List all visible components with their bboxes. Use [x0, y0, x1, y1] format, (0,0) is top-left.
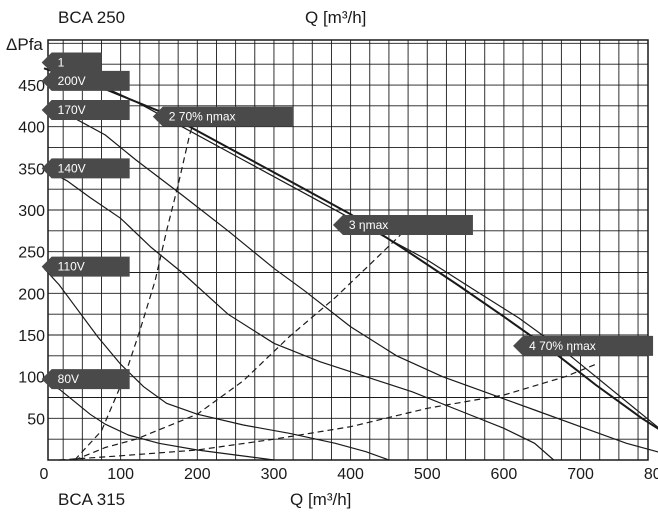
- label-tag: [513, 335, 654, 356]
- x-tick-label: 100: [107, 466, 134, 483]
- label-tag-text: 3 ηmax: [349, 218, 388, 232]
- x-tick-label: 500: [414, 466, 441, 483]
- label-tag-text: 110V: [58, 260, 85, 274]
- curve-110v: [43, 267, 390, 461]
- label-tag-text: 200V: [58, 74, 86, 88]
- x-tick-label: 0: [40, 466, 49, 483]
- curve-170v: [43, 109, 658, 453]
- x-tick-label: 800: [644, 466, 658, 483]
- y-tick-label: 350: [18, 161, 45, 178]
- chart-title-top: BCA 250: [58, 8, 125, 27]
- label-tag: [332, 215, 473, 236]
- efficiency-line-3: [74, 234, 401, 461]
- label-tag: [152, 106, 293, 127]
- y-tick-label: 50: [27, 411, 45, 428]
- curve-140v: [43, 167, 555, 461]
- label-tag: [41, 70, 130, 91]
- label-tag-text: 170V: [58, 103, 86, 117]
- y-tick-label: 300: [18, 203, 45, 220]
- y-tick-label: 150: [18, 328, 45, 345]
- x-axis-label-top: Q [m³/h]: [305, 8, 366, 27]
- label-tag-text: 1: [58, 56, 65, 70]
- x-tick-label: 700: [567, 466, 594, 483]
- label-tag-text: 4 70% ηmax: [529, 339, 596, 353]
- label-tag: [41, 369, 130, 390]
- label-tags: 1 200V 170V 2 70% ηmax 140V 3 ηmax 110V 4 70% η…: [41, 52, 654, 390]
- efficiency-line-4: [59, 363, 597, 461]
- x-tick-label: 200: [184, 466, 211, 483]
- y-tick-label: 400: [18, 120, 45, 137]
- x-tick-label: 600: [491, 466, 518, 483]
- label-tag: [41, 158, 130, 179]
- tick-labels: 0 100 200 300 400 500 600 700 800 50 100 150 200 250 3…: [18, 78, 658, 483]
- y-tick-label: 250: [18, 245, 45, 262]
- label-tag: [41, 100, 130, 121]
- efficiency-line-2: [74, 122, 195, 461]
- y-tick-label: 100: [18, 370, 45, 387]
- y-axis-label: ΔPfa: [6, 35, 43, 54]
- x-axis-label-bottom: Q [m³/h]: [290, 490, 351, 509]
- label-tag: [41, 256, 130, 277]
- y-tick-label: 450: [18, 78, 45, 95]
- label-tag-text: 80V: [58, 372, 79, 386]
- chart-title-bottom: BCA 315: [58, 490, 125, 509]
- label-tag-text: 2 70% ηmax: [169, 110, 236, 124]
- label-tag: [41, 52, 102, 73]
- x-tick-label: 300: [261, 466, 288, 483]
- curve-80v: [43, 380, 274, 461]
- y-tick-label: 200: [18, 286, 45, 303]
- x-tick-label: 400: [337, 466, 364, 483]
- label-tag-text: 140V: [58, 161, 86, 175]
